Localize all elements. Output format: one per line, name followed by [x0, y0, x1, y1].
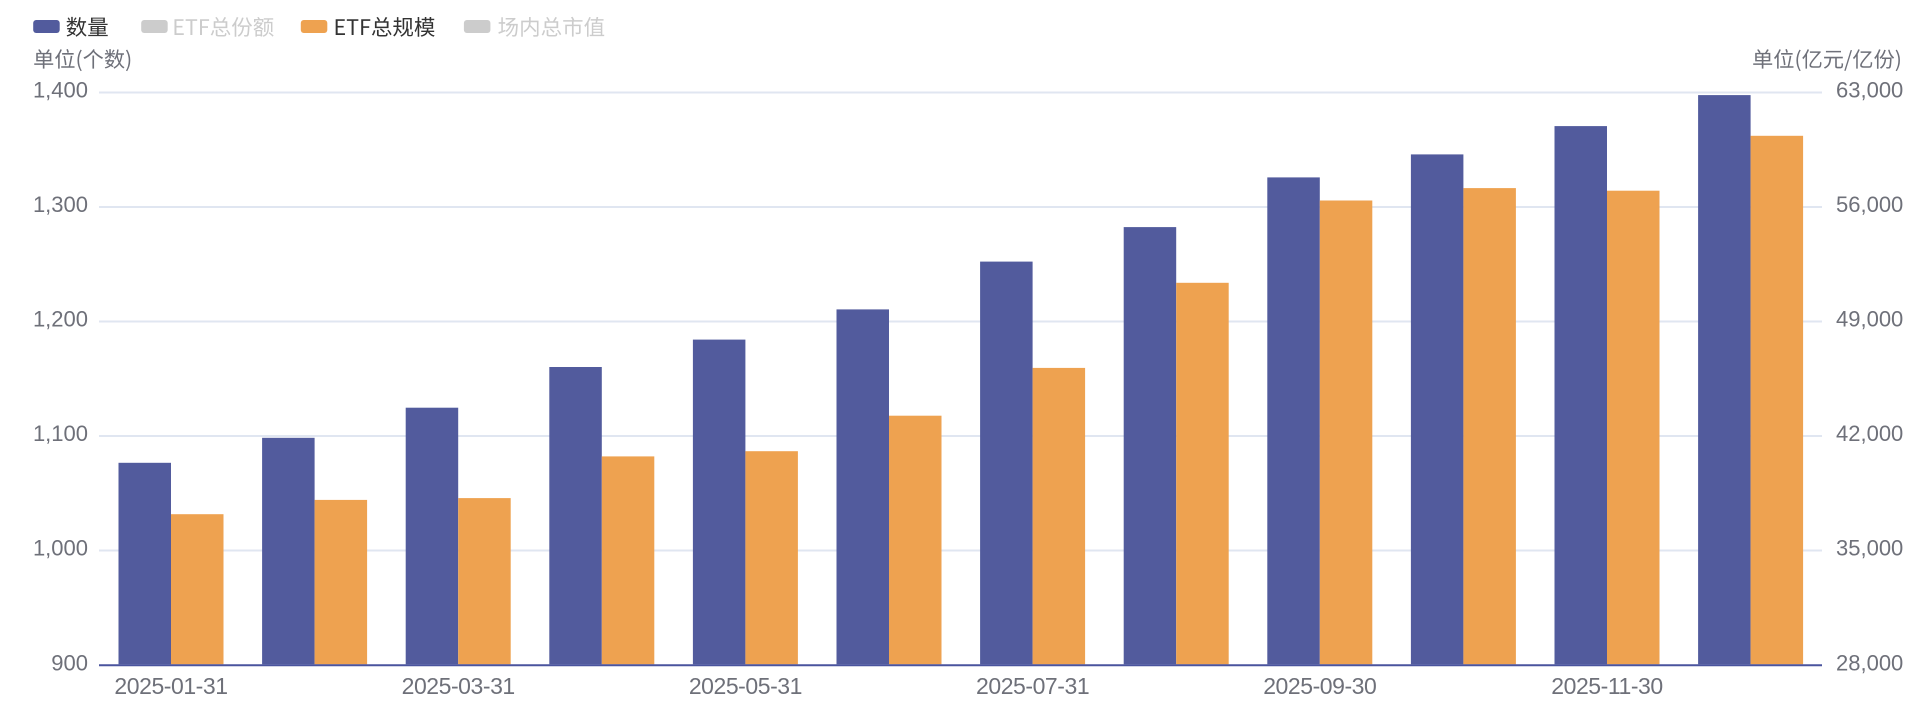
svg-text:35,000: 35,000 [1836, 536, 1903, 561]
svg-text:63,000: 63,000 [1836, 78, 1903, 103]
svg-text:2025-09-30: 2025-09-30 [1263, 673, 1376, 699]
svg-text:2025-03-31: 2025-03-31 [402, 673, 515, 699]
svg-text:1,400: 1,400 [33, 78, 88, 103]
svg-text:2025-05-31: 2025-05-31 [689, 673, 802, 699]
svg-text:28,000: 28,000 [1836, 650, 1903, 675]
svg-text:42,000: 42,000 [1836, 421, 1903, 446]
svg-text:1,300: 1,300 [33, 192, 88, 217]
svg-text:1,100: 1,100 [33, 421, 88, 446]
svg-text:2025-07-31: 2025-07-31 [976, 673, 1089, 699]
svg-text:2025-11-30: 2025-11-30 [1551, 673, 1662, 699]
svg-text:1,000: 1,000 [33, 536, 88, 561]
svg-text:2025-01-31: 2025-01-31 [114, 673, 227, 699]
svg-text:1,200: 1,200 [33, 307, 88, 332]
svg-text:900: 900 [51, 650, 88, 675]
svg-text:56,000: 56,000 [1836, 192, 1903, 217]
svg-text:49,000: 49,000 [1836, 307, 1903, 332]
